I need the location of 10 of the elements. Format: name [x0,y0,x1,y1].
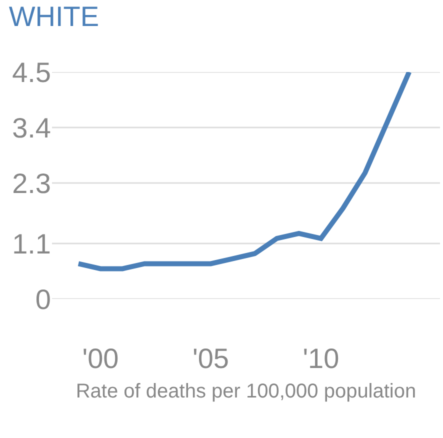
y-tick-label: 3.4 [12,112,51,144]
y-tick-label: 0 [35,284,51,315]
chart-title: WHITE [8,1,100,32]
y-tick-label: 2.3 [12,168,51,199]
x-tick-label: '05 [192,343,229,374]
x-axis-title: Rate of deaths per 100,000 population [76,380,416,402]
x-tick-label: '00 [82,343,119,374]
x-tick-label: '10 [302,343,340,374]
y-tick-label: 4.5 [12,56,51,88]
y-tick-label: 1.1 [12,228,51,260]
